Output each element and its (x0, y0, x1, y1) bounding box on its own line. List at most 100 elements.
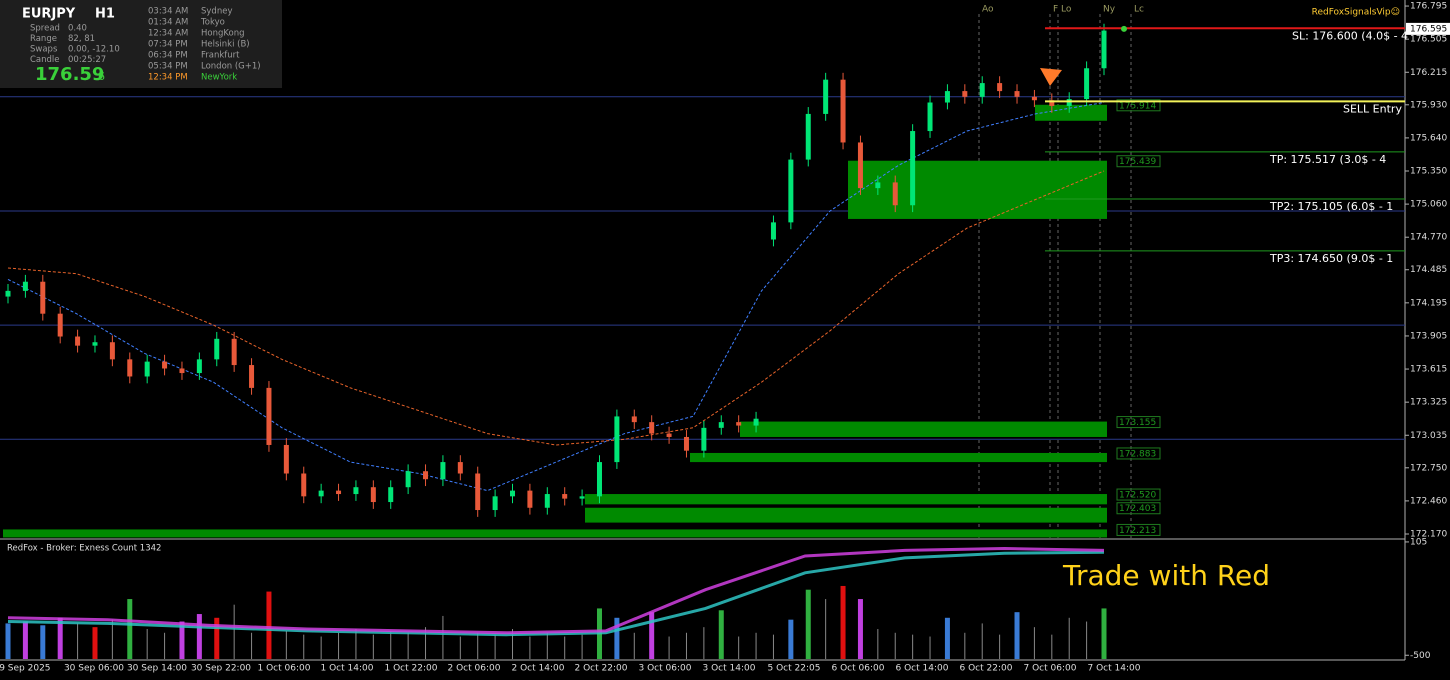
x-tick-label: 29 Sep 2025 (0, 664, 51, 674)
candle-body (475, 473, 481, 511)
histogram-bar (92, 627, 98, 659)
histogram-bar (40, 625, 46, 659)
zone-label-box (1116, 502, 1161, 515)
candle-body (127, 359, 133, 377)
histogram-bar (840, 585, 846, 659)
candle-body (75, 336, 81, 346)
histogram-bar (703, 627, 705, 659)
candle-body (196, 359, 202, 374)
candle-body (179, 368, 185, 374)
session-name: HongKong (201, 29, 245, 39)
ribbon-line (7, 546, 1105, 635)
histogram-bar (546, 632, 548, 659)
zone (690, 452, 1107, 463)
candle-body (823, 79, 829, 114)
histogram-bar (857, 599, 863, 659)
price: 176.59 (35, 64, 104, 85)
slogan: Trade with Red (1062, 559, 1270, 592)
histogram-bar (649, 612, 655, 659)
ribbon-line (7, 550, 1105, 637)
histogram-bar (442, 615, 444, 659)
histogram-bar (1086, 621, 1088, 659)
zone-label-box (1116, 488, 1161, 501)
x-tick-label: 7 Oct 14:00 (1088, 664, 1141, 674)
candle-body (788, 159, 794, 223)
candle-body (875, 182, 881, 189)
zone-label: 175.439 (1119, 157, 1156, 167)
candle-body (405, 471, 411, 488)
trade-label: SL: 176.600 (4.0$ - 4 (1292, 29, 1408, 42)
zone (848, 160, 1107, 219)
histogram-bar (999, 634, 1001, 659)
zone-label: 172.213 (1119, 526, 1156, 536)
y-tick-label: 174.770 (1410, 233, 1447, 243)
x-tick-label: 1 Oct 14:00 (321, 664, 374, 674)
candle-body (388, 487, 394, 503)
histogram-bar (614, 617, 620, 659)
y-tick-label: 174.485 (1410, 265, 1447, 275)
histogram-bar (788, 619, 794, 659)
histogram-bar (266, 591, 272, 659)
histogram-bar (214, 617, 220, 659)
current-price-dot (1121, 25, 1127, 32)
session-time: 12:34 PM (148, 73, 188, 83)
x-tick-label: 3 Oct 14:00 (703, 664, 756, 674)
info-value: 0.00, -12.10 (68, 45, 120, 55)
session-name: NewYork (201, 73, 237, 83)
candle-body (1031, 96, 1037, 101)
zone (1035, 104, 1107, 121)
zone-label-box (1116, 416, 1161, 429)
trade-label: TP: 175.517 (3.0$ - 4 (1269, 153, 1386, 166)
x-tick-label: 1 Oct 06:00 (258, 664, 311, 674)
indicator-panel: 105 -500 RedFox - Broker: Exness Count 134… (5, 537, 1431, 661)
session-name: Sydney (201, 7, 232, 17)
histogram-bar (805, 589, 811, 659)
histogram-bar (685, 632, 687, 659)
histogram-bar (929, 636, 931, 659)
candle-body (440, 462, 446, 480)
session-time: 07:34 PM (148, 40, 188, 50)
x-tick-label: 3 Oct 06:00 (639, 664, 692, 674)
histogram-bar (494, 634, 496, 659)
candle-body (318, 490, 324, 497)
y-tick-label: 176.795 (1410, 2, 1447, 12)
candle-body (336, 490, 342, 495)
candle-body (109, 342, 115, 360)
histogram-bar (981, 623, 983, 659)
candle-body (840, 79, 846, 143)
histogram-bar (477, 632, 479, 659)
session-marker: Ao (982, 5, 994, 15)
candle-body (944, 91, 950, 103)
x-tick-label: 2 Oct 06:00 (448, 664, 501, 674)
current-price-label: 176.595 (1410, 24, 1447, 34)
zone (3, 529, 1107, 538)
y-tick-label: 175.060 (1410, 200, 1447, 210)
candle-body (666, 433, 672, 437)
candle-body (214, 338, 220, 360)
histogram-bar (1101, 608, 1107, 659)
x-tick-label: 2 Oct 22:00 (575, 664, 628, 674)
candle-body (892, 182, 898, 206)
indicator-title: RedFox - Broker: Exness Count 1342 (7, 544, 161, 554)
histogram-bar (564, 636, 566, 659)
session-name: Frankfurt (201, 51, 240, 61)
candle-body (579, 496, 585, 499)
candle-body (5, 290, 11, 297)
candle-body (631, 416, 637, 423)
y-tick-label: 175.930 (1410, 100, 1447, 110)
histogram-bar (111, 619, 113, 659)
histogram-bar (164, 632, 166, 659)
histogram-bar (912, 634, 914, 659)
session-marker: Lc (1134, 5, 1144, 15)
info-key: Swaps (30, 45, 58, 55)
histogram-bar (57, 617, 63, 659)
timeframe: H1 (95, 7, 115, 22)
zone-label: 173.155 (1119, 418, 1156, 428)
candle-body (857, 142, 863, 189)
candle-body (144, 361, 150, 377)
zone-label-box (1116, 99, 1161, 112)
session-time: 06:34 PM (148, 51, 188, 61)
y-tick-label: 172.460 (1410, 496, 1447, 506)
candle-body (1014, 91, 1020, 97)
